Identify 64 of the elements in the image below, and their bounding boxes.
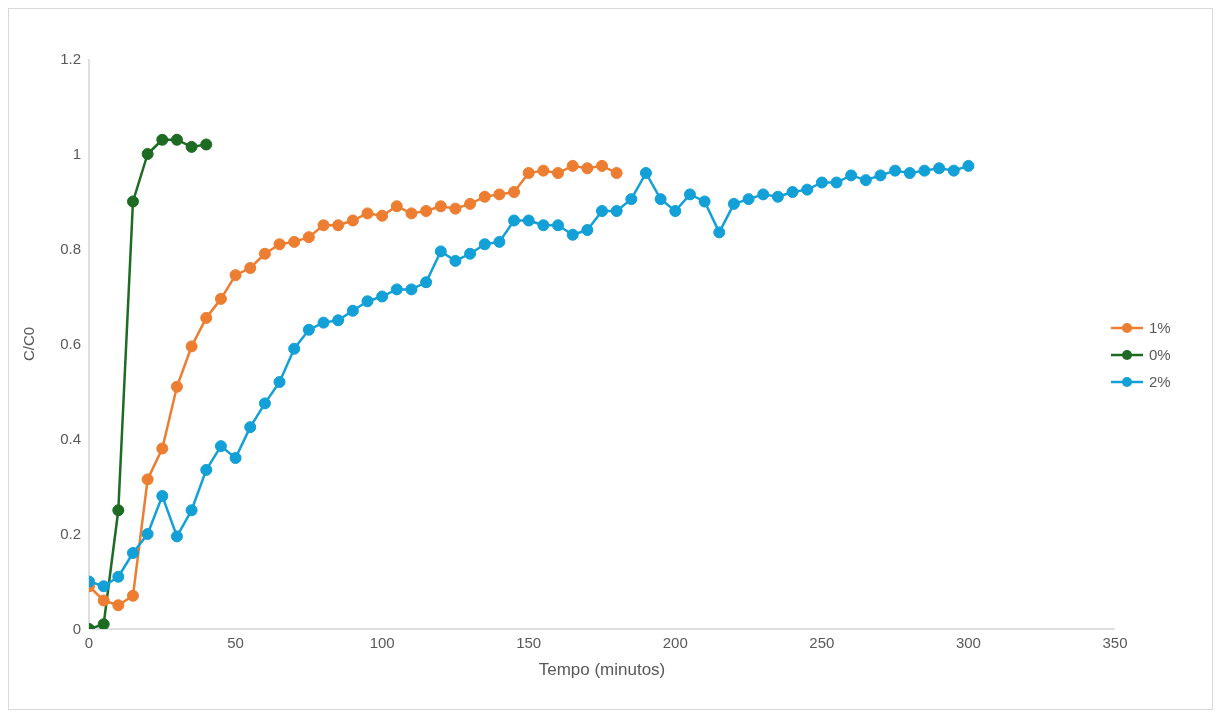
x-tick-label: 350: [1102, 633, 1128, 651]
point: [581, 162, 594, 175]
point: [566, 159, 579, 172]
point: [244, 262, 257, 274]
y-tick-label: 0.6: [60, 335, 81, 353]
point: [141, 473, 154, 486]
point: [258, 247, 271, 260]
point: [610, 167, 623, 179]
point: [126, 589, 139, 602]
point: [508, 186, 521, 198]
point: [200, 311, 213, 324]
point: [405, 207, 418, 220]
point: [97, 618, 110, 629]
x-tick-label: 200: [662, 633, 688, 651]
point: [185, 340, 198, 353]
point: [464, 197, 477, 210]
point: [141, 148, 154, 160]
point: [434, 200, 447, 213]
point: [478, 190, 491, 203]
point: [97, 594, 110, 607]
point: [552, 167, 565, 179]
point: [537, 164, 550, 177]
y-tick-label: 1.2: [60, 50, 81, 68]
x-tick-label: 250: [809, 633, 835, 651]
point: [185, 140, 198, 153]
point: [200, 138, 213, 151]
point: [522, 167, 535, 179]
point: [288, 235, 301, 248]
y-tick-label: 0: [72, 620, 81, 638]
y-tick-label: 0.4: [60, 430, 81, 448]
point: [229, 269, 242, 282]
y-tick-label: 0.8: [60, 240, 81, 258]
x-tick-label: 150: [516, 633, 542, 651]
point: [390, 200, 403, 213]
legend-label: 2%: [1149, 373, 1171, 390]
x-tick-label: 0: [84, 633, 94, 651]
y-tick-label: 0.2: [60, 525, 81, 543]
point: [214, 292, 227, 305]
point: [112, 504, 125, 517]
x-tick-label: 300: [955, 633, 981, 651]
point: [493, 188, 506, 201]
y-tick-label: 1: [72, 145, 81, 163]
point: [273, 238, 286, 251]
x-tick-label: 50: [227, 633, 244, 651]
y-axis-title: C/C0: [20, 326, 38, 362]
point: [156, 133, 169, 146]
point: [376, 209, 389, 222]
point: [126, 195, 139, 208]
point: [332, 219, 345, 232]
x-tick-label: 100: [369, 633, 395, 651]
point: [361, 207, 374, 220]
legend-label: 0%: [1149, 346, 1171, 363]
point: [112, 599, 125, 612]
point: [302, 231, 315, 244]
point: [420, 205, 433, 217]
legend-label: 1%: [1149, 319, 1171, 336]
point: [156, 442, 169, 455]
point: [170, 133, 183, 146]
point: [596, 159, 608, 172]
point: [317, 219, 330, 232]
x-axis-title: Tempo (minutos): [538, 660, 666, 679]
point: [170, 380, 183, 393]
point: [449, 202, 462, 215]
point: [346, 214, 359, 227]
